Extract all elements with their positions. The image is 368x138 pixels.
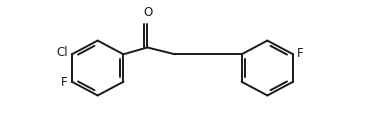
Text: O: O (144, 6, 153, 19)
Text: Cl: Cl (56, 46, 68, 59)
Text: F: F (61, 76, 68, 89)
Text: F: F (297, 47, 304, 60)
